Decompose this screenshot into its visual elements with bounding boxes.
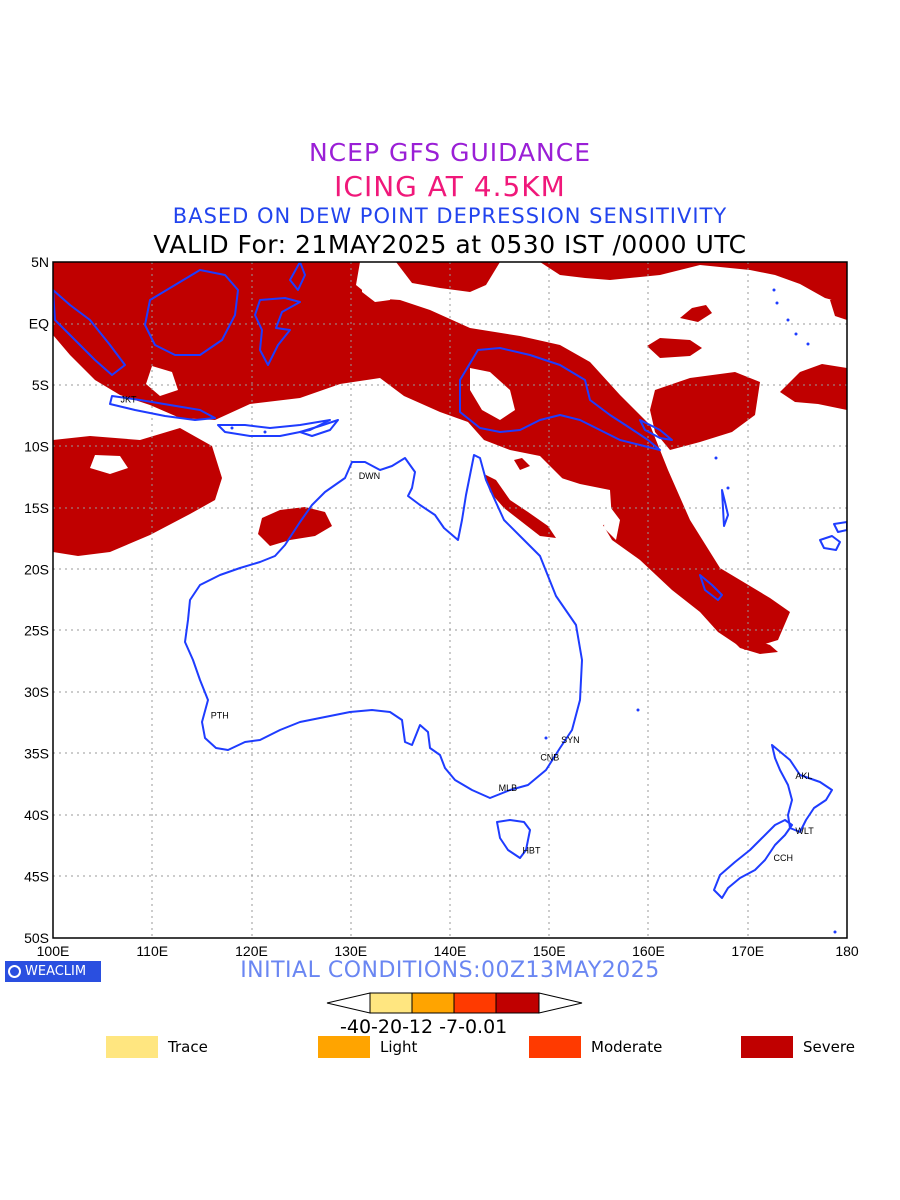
city-label-cch: CCH (774, 853, 794, 863)
lon-label: 110E (136, 943, 168, 959)
city-label-cnb: CNB (540, 752, 559, 762)
city-label-pth: PTH (211, 711, 229, 721)
legend-label-trace: Trace (168, 1038, 208, 1056)
initial-conditions: INITIAL CONDITIONS:00Z13MAY2025 (240, 958, 660, 983)
lat-label: 35S (24, 746, 49, 762)
city-label-dwn: DWN (359, 471, 381, 481)
colorbar-swatch-severe (495, 992, 540, 1014)
legend-label-moderate: Moderate (591, 1038, 663, 1056)
colorbar-swatch-light (411, 992, 455, 1014)
lon-label: 180 (835, 943, 859, 959)
legend-severe: Severe (741, 1036, 855, 1058)
solomon-coastline (639, 419, 673, 441)
fiji-coastline (819, 535, 841, 551)
colorbar-right-arrow (538, 992, 583, 1014)
legend-swatch-moderate (529, 1036, 581, 1058)
logo-text: WEACLIM (25, 964, 87, 979)
vanuatu-coastline (721, 489, 729, 527)
city-label-akl: AKL (795, 771, 812, 781)
new-guinea-coastline (459, 347, 661, 451)
city-label-jkt: JKT (120, 395, 137, 405)
colorbar-levels: -40-20-12 -7-0.01 (340, 1016, 508, 1038)
java-coastline (109, 395, 216, 421)
legend-trace: Trace (106, 1036, 208, 1058)
lat-label: 20S (24, 561, 49, 577)
city-label-hbt: HBT (522, 846, 541, 856)
lat-label: 50S (24, 930, 49, 946)
longitude-axis: 100E 110E 120E 130E 140E 150E 160E 170E 180 (37, 943, 859, 959)
lat-label: 30S (24, 684, 49, 700)
legend-label-severe: Severe (803, 1038, 855, 1056)
legend-moderate: Moderate (529, 1036, 662, 1058)
legend-swatch-light (318, 1036, 370, 1058)
tasmania-coastline (496, 819, 531, 859)
philippines-coastline (289, 262, 306, 291)
lon-label: 140E (434, 943, 467, 959)
colorbar (326, 992, 583, 1014)
lat-label: 5N (31, 254, 49, 270)
legend-swatch-severe (741, 1036, 793, 1058)
city-label-wlt: WLT (795, 826, 814, 836)
colorbar-swatch-trace (369, 992, 413, 1014)
lat-label: 10S (24, 438, 49, 454)
legend-label-light: Light (380, 1038, 418, 1056)
lat-label: 5S (32, 377, 49, 393)
small-islands (230, 288, 837, 934)
grid-lines (53, 262, 847, 938)
timor-coastline (299, 419, 339, 437)
new-caledonia-coastline (699, 574, 723, 601)
sulawesi-coastline (254, 297, 301, 366)
coastlines (53, 262, 847, 899)
city-label-syn: SYN (561, 735, 580, 745)
lon-label: 120E (235, 943, 268, 959)
australia-coastline (184, 454, 583, 799)
legend-light: Light (318, 1036, 417, 1058)
latitude-axis: 5N EQ 5S 10S 15S 20S 25S 30S 35S 40S 45S 50S (24, 254, 49, 946)
plot-frame (52, 261, 848, 939)
lon-label: 100E (37, 943, 70, 959)
title-model: NCEP GFS GUIDANCE (308, 138, 591, 167)
lat-label: 25S (24, 623, 49, 639)
lon-label: 130E (334, 943, 367, 959)
colorbar-swatch-moderate (453, 992, 497, 1014)
borneo-coastline (144, 269, 239, 356)
fiji-coastline-2 (833, 521, 847, 533)
lon-label: 160E (632, 943, 665, 959)
lat-label: EQ (29, 315, 49, 331)
lat-label: 45S (24, 869, 49, 885)
lon-label: 170E (731, 943, 764, 959)
sumatra-coastline (53, 289, 126, 376)
nz-south-island-coastline (713, 819, 793, 899)
lon-label: 150E (533, 943, 566, 959)
lat-label: 15S (24, 500, 49, 516)
title-method: BASED ON DEW POINT DEPRESSION SENSITIVIT… (172, 204, 728, 228)
title-product: ICING AT 4.5KM (334, 170, 566, 203)
title-valid-time: VALID For: 21MAY2025 at 0530 IST /0000 U… (153, 230, 747, 259)
city-label-mlb: MLB (499, 783, 518, 793)
nz-north-island-coastline (771, 744, 833, 833)
weaclim-logo: WEACLIM (5, 961, 101, 982)
severe-icing-areas (53, 262, 847, 654)
copyright-icon (8, 965, 21, 978)
lat-label: 40S (24, 807, 49, 823)
legend-swatch-trace (106, 1036, 158, 1058)
colorbar-left-arrow (326, 992, 371, 1014)
